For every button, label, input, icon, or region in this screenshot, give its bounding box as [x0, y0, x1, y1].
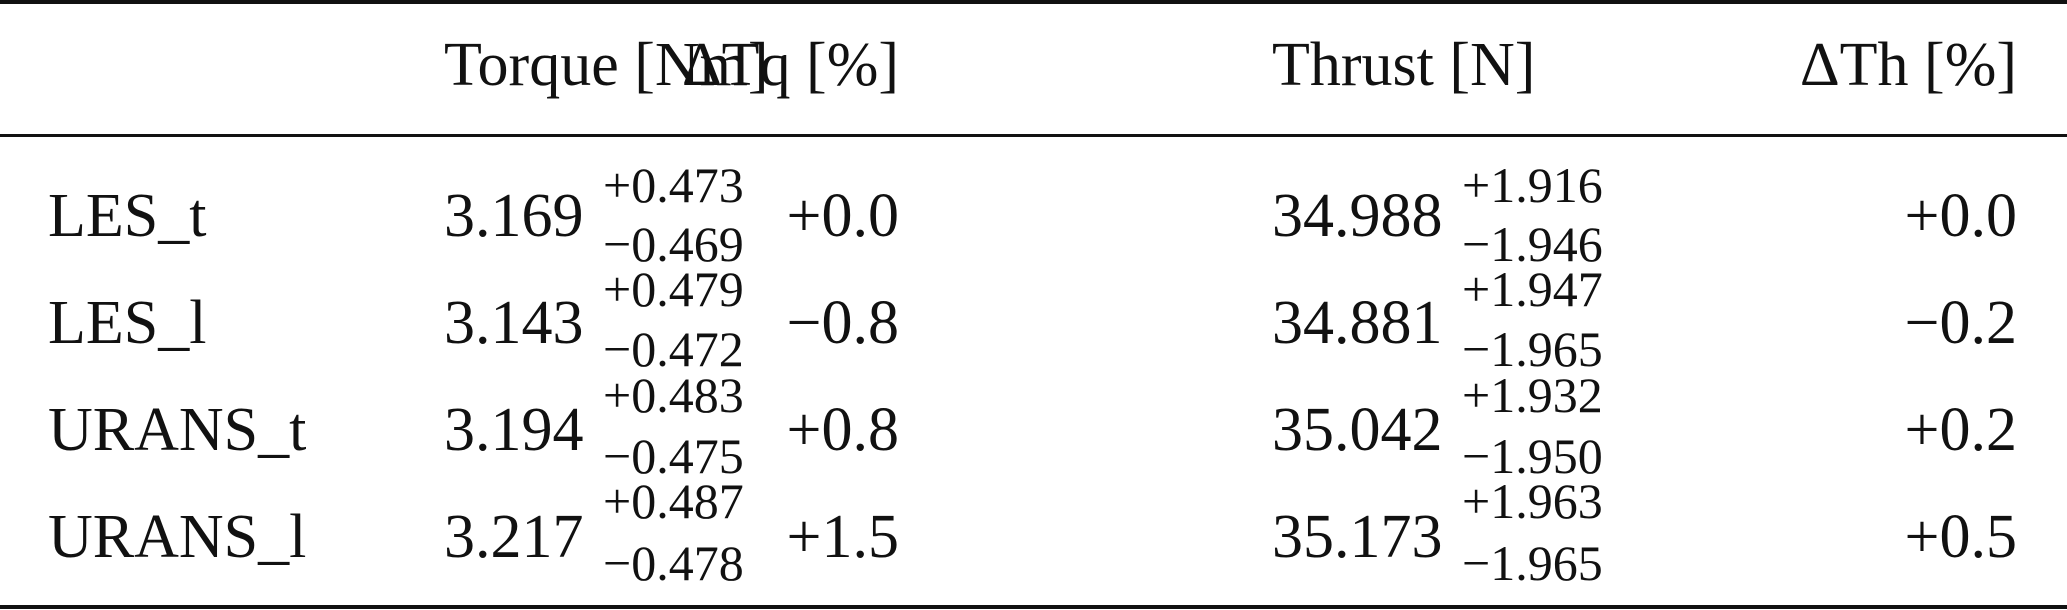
top-rule [0, 0, 2067, 4]
thrust-lower-bound: −1.950 [1462, 428, 1603, 484]
thrust-upper-bound: +1.947 [1462, 261, 1603, 317]
torque-lower-bound: −0.475 [603, 428, 744, 484]
dtq-value: +1.5 [786, 503, 899, 571]
torque-value: 3.169 [444, 182, 584, 250]
torque-upper-bound: +0.479 [603, 261, 744, 317]
thrust-lower-bound: −1.965 [1462, 535, 1603, 591]
torque-value: 3.143 [444, 289, 584, 357]
thrust-value: 35.173 [1272, 503, 1443, 571]
torque-lower-bound: −0.469 [603, 216, 744, 272]
dth-value: +0.0 [1904, 182, 2017, 250]
thrust-lower-bound: −1.946 [1462, 216, 1603, 272]
thrust-upper-bound: +1.916 [1462, 157, 1603, 213]
dth-value: +0.5 [1904, 503, 2017, 571]
torque-upper-bound: +0.483 [603, 367, 744, 423]
thrust-value: 34.881 [1272, 289, 1443, 357]
row-label: LES_l [48, 289, 207, 357]
header-dtq: ΔTq [%] [681, 31, 899, 99]
header-dth: ΔTh [%] [1799, 31, 2017, 99]
dtq-value: +0.0 [786, 182, 899, 250]
torque-upper-bound: +0.487 [603, 473, 744, 529]
dtq-value: −0.8 [786, 289, 899, 357]
dth-value: +0.2 [1904, 396, 2017, 464]
row-label: URANS_t [48, 396, 307, 464]
torque-value: 3.217 [444, 503, 584, 571]
header-torque: Torque [Nm] [444, 31, 769, 99]
bottom-rule [0, 605, 2067, 609]
torque-value: 3.194 [444, 396, 584, 464]
thrust-lower-bound: −1.965 [1462, 321, 1603, 377]
thrust-value: 35.042 [1272, 396, 1443, 464]
torque-lower-bound: −0.472 [603, 321, 744, 377]
row-label: LES_t [48, 182, 207, 250]
torque-lower-bound: −0.478 [603, 535, 744, 591]
torque-upper-bound: +0.473 [603, 157, 744, 213]
header-thrust: Thrust [N] [1272, 31, 1536, 99]
thrust-upper-bound: +1.963 [1462, 473, 1603, 529]
dtq-value: +0.8 [786, 396, 899, 464]
dth-value: −0.2 [1904, 289, 2017, 357]
thrust-value: 34.988 [1272, 182, 1443, 250]
thrust-upper-bound: +1.932 [1462, 367, 1603, 423]
header-rule [0, 134, 2067, 137]
row-label: URANS_l [48, 503, 307, 571]
